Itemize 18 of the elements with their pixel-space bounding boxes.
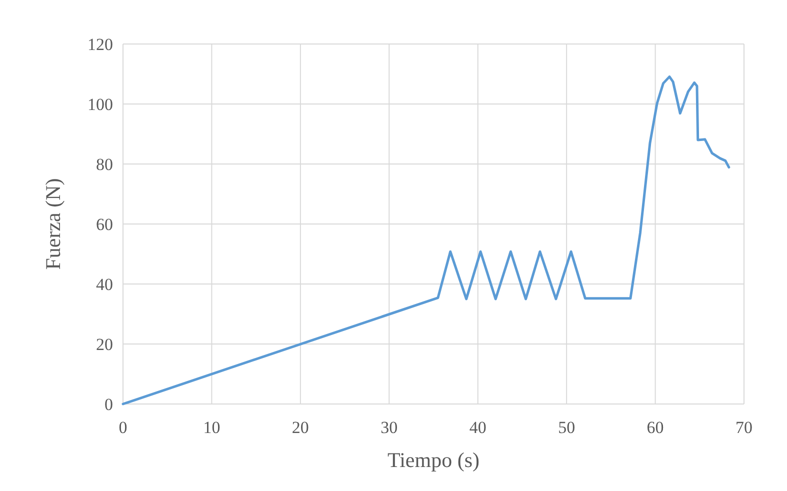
x-tick-label: 20: [292, 418, 309, 437]
x-tick-label: 60: [646, 418, 664, 437]
y-tick-label: 120: [88, 34, 113, 54]
x-tick-label: 70: [736, 418, 752, 437]
y-tick-label: 80: [96, 154, 113, 174]
x-tick-label: 40: [469, 418, 486, 437]
y-tick-label: 100: [88, 94, 113, 114]
y-tick-label: 0: [104, 394, 113, 414]
x-axis-title: Tiempo (s): [388, 448, 480, 472]
x-tick-label: 10: [203, 418, 220, 437]
y-axis-title: Fuerza (N): [41, 178, 65, 270]
y-tick-label: 60: [96, 214, 113, 234]
x-tick-label: 50: [558, 418, 576, 437]
y-tick-label: 40: [96, 274, 113, 294]
line-series: [122, 75, 730, 406]
y-tick-label: 20: [96, 334, 113, 354]
x-tick-label: 0: [118, 418, 128, 437]
x-tick-label: 30: [380, 418, 398, 437]
